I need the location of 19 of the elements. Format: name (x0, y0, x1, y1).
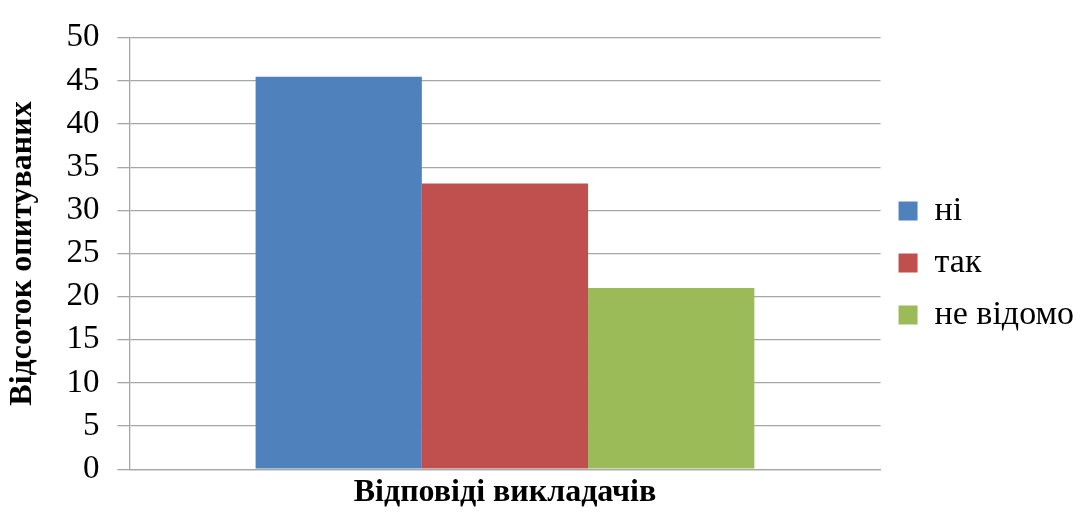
legend-label: так (934, 241, 982, 279)
y-tick-label: 35 (66, 146, 100, 183)
legend-label: ні (934, 189, 963, 227)
y-tick-label: 40 (66, 103, 100, 140)
bar (421, 183, 589, 469)
y-tick-label: 15 (66, 319, 100, 356)
y-tick-label: 20 (66, 276, 100, 313)
bar (255, 76, 422, 469)
y-tick-label: 10 (66, 362, 100, 399)
x-axis-title: Відповіді викладачів (353, 472, 657, 509)
y-tick-label: 50 (66, 17, 100, 54)
y-tick-label: 25 (66, 233, 100, 270)
y-tick-label: 30 (66, 190, 100, 227)
y-tick-label: 5 (82, 405, 100, 442)
bar (588, 288, 755, 469)
y-axis-title: Відсоток опитуваних (2, 101, 39, 406)
y-tick-label: 45 (66, 60, 100, 97)
y-tick-label: 0 (82, 448, 100, 485)
legend-label: не відомо (934, 293, 1074, 331)
